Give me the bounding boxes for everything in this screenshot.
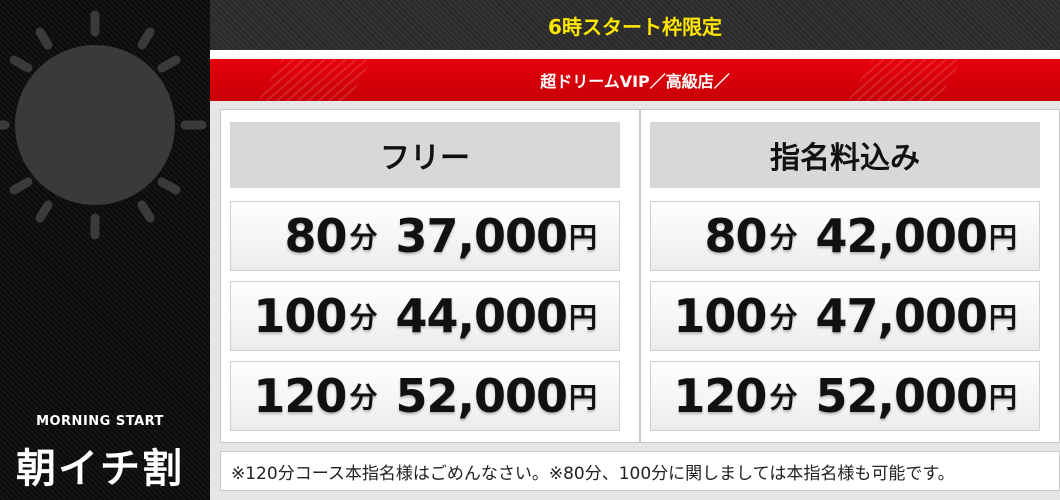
- sidebar: MORNING START 朝イチ割: [0, 0, 210, 500]
- sidebar-subtitle: MORNING START: [36, 414, 164, 429]
- decorative-stripe: [257, 59, 373, 101]
- price: 47,000: [815, 289, 988, 343]
- currency: 円: [568, 301, 597, 334]
- price: 44,000: [395, 289, 568, 343]
- minutes: 80: [704, 209, 767, 263]
- currency: 円: [568, 381, 597, 414]
- currency: 円: [988, 381, 1017, 414]
- minutes: 120: [253, 369, 347, 423]
- currency: 円: [568, 221, 597, 254]
- price-row: 100 分 47,000 円: [650, 281, 1040, 351]
- minutes-unit: 分: [769, 301, 798, 334]
- price-row: 120 分 52,000 円: [230, 361, 620, 431]
- price: 52,000: [395, 369, 568, 423]
- sun-icon: [0, 10, 207, 240]
- price-row: 120 分 52,000 円: [650, 361, 1040, 431]
- currency: 円: [988, 301, 1017, 334]
- minutes-unit: 分: [769, 221, 798, 254]
- price-row: 80 分 42,000 円: [650, 201, 1040, 271]
- minutes: 100: [253, 289, 347, 343]
- price: 42,000: [815, 209, 988, 263]
- panel-heading: フリー: [230, 122, 620, 188]
- footnote: ※120分コース本指名様はごめんなさい。※80分、100分に関しましては本指名様…: [220, 451, 1060, 491]
- minutes: 120: [673, 369, 767, 423]
- panel-heading: 指名料込み: [650, 122, 1040, 188]
- sidebar-title: 朝イチ割: [16, 446, 184, 492]
- price-row: 80 分 37,000 円: [230, 201, 620, 271]
- header-title: 6時スタート枠限定: [548, 14, 722, 39]
- subheader-title: 超ドリームVIP／高級店／: [540, 72, 730, 91]
- price-panel-free: フリー 80 分 37,000 円 100 分 44,000 円 120 分 52,000 円: [220, 109, 640, 443]
- minutes-unit: 分: [769, 381, 798, 414]
- minutes: 80: [284, 209, 347, 263]
- minutes-unit: 分: [349, 221, 378, 254]
- minutes: 100: [673, 289, 767, 343]
- header-bar: 6時スタート枠限定: [210, 0, 1060, 50]
- subheader-bar: 超ドリームVIP／高級店／: [210, 59, 1060, 101]
- minutes-unit: 分: [349, 301, 378, 334]
- price: 52,000: [815, 369, 988, 423]
- price-panel-nomination: 指名料込み 80 分 42,000 円 100 分 47,000 円 120 分 52,000 円: [640, 109, 1060, 443]
- currency: 円: [988, 221, 1017, 254]
- main-panel: 6時スタート枠限定 超ドリームVIP／高級店／ フリー 80 分 37,000 円 1…: [210, 0, 1060, 500]
- minutes-unit: 分: [349, 381, 378, 414]
- price: 37,000: [395, 209, 568, 263]
- decorative-stripe: [847, 59, 963, 101]
- price-row: 100 分 44,000 円: [230, 281, 620, 351]
- price-content: フリー 80 分 37,000 円 100 分 44,000 円 120 分 52,000 円 指…: [210, 101, 1060, 500]
